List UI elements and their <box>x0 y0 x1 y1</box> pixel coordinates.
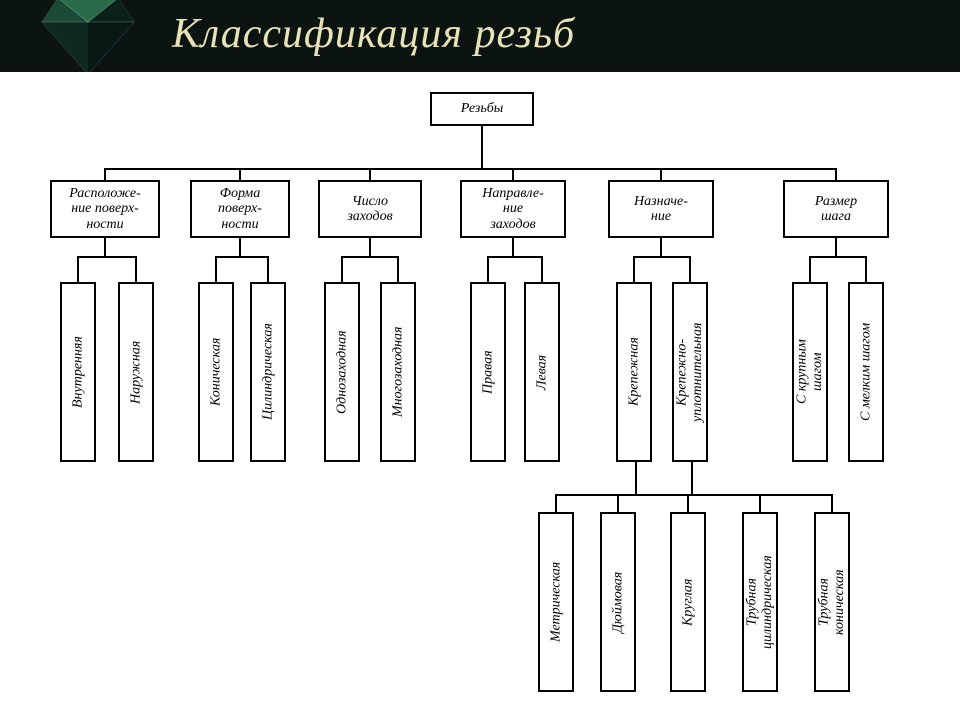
connector <box>835 238 837 256</box>
connector <box>555 494 833 496</box>
connector <box>341 256 343 282</box>
connector <box>512 168 514 180</box>
connector <box>687 494 689 512</box>
connector <box>835 168 837 180</box>
leaf-l51: С мелким шагом <box>848 282 884 462</box>
connector <box>487 256 489 282</box>
classification-tree: Резьбы Расположе- ние поверх- ности Внутре… <box>0 72 960 720</box>
connector <box>691 462 693 494</box>
subleaf-s0: Метрическая <box>538 512 574 692</box>
leaf-l20-label: Однозаходная <box>326 284 358 460</box>
connector <box>369 168 371 180</box>
leaf-l31-label: Левая <box>526 284 558 460</box>
connector <box>660 238 662 256</box>
leaf-l21: Многозаходная <box>380 282 416 462</box>
connector <box>541 256 543 282</box>
connector <box>555 494 557 512</box>
leaf-l10-label: Коническая <box>200 284 232 460</box>
leaf-l30: Правая <box>470 282 506 462</box>
connector <box>397 256 399 282</box>
connector <box>239 238 241 256</box>
connector <box>77 256 137 258</box>
connector <box>135 256 137 282</box>
category-c0: Расположе- ние поверх- ности <box>50 180 160 238</box>
connector <box>215 256 269 258</box>
leaf-l21-label: Многозаходная <box>382 284 414 460</box>
connector <box>369 238 371 256</box>
connector <box>633 256 691 258</box>
connector <box>809 256 811 282</box>
leaf-l50-label: С крупным шагом <box>794 284 826 460</box>
category-c4: Назначе- ние <box>608 180 714 238</box>
subleaf-s1-label: Дюймовая <box>602 514 634 690</box>
connector <box>104 168 106 180</box>
connector <box>104 238 106 256</box>
leaf-l01-label: Наружная <box>120 284 152 460</box>
connector <box>104 168 837 170</box>
subleaf-s3-label: Трубная цилиндрическая <box>744 514 776 690</box>
subleaf-s4: Трубная коническая <box>814 512 850 692</box>
subleaf-s3: Трубная цилиндрическая <box>742 512 778 692</box>
category-c2: Число заходов <box>318 180 422 238</box>
connector <box>759 494 761 512</box>
connector <box>617 494 619 512</box>
leaf-l41: Крепежно- уплотнительная <box>672 282 708 462</box>
leaf-l40-label: Крепежная <box>618 284 650 460</box>
leaf-l50: С крупным шагом <box>792 282 828 462</box>
subleaf-s1: Дюймовая <box>600 512 636 692</box>
connector <box>239 168 241 180</box>
leaf-l01: Наружная <box>118 282 154 462</box>
subleaf-s0-label: Метрическая <box>540 514 572 690</box>
subleaf-s2-label: Круглая <box>672 514 704 690</box>
leaf-l31: Левая <box>524 282 560 462</box>
decorative-gem-icon <box>28 0 148 78</box>
leaf-l00: Внутренняя <box>60 282 96 462</box>
connector <box>689 256 691 282</box>
slide-header: Классификация резьб <box>0 0 960 72</box>
connector <box>831 494 833 512</box>
connector <box>487 256 543 258</box>
connector <box>635 462 637 494</box>
connector <box>512 238 514 256</box>
leaf-l20: Однозаходная <box>324 282 360 462</box>
connector <box>809 256 867 258</box>
subleaf-s2: Круглая <box>670 512 706 692</box>
connector <box>865 256 867 282</box>
connector <box>77 256 79 282</box>
category-c5: Размер шага <box>783 180 889 238</box>
category-c1: Форма поверх- ности <box>190 180 290 238</box>
leaf-l11-label: Цилиндрическая <box>252 284 284 460</box>
connector <box>660 168 662 180</box>
leaf-l51-label: С мелким шагом <box>850 284 882 460</box>
leaf-l00-label: Внутренняя <box>62 284 94 460</box>
root-node: Резьбы <box>430 92 534 126</box>
leaf-l10: Коническая <box>198 282 234 462</box>
leaf-l11: Цилиндрическая <box>250 282 286 462</box>
connector <box>481 126 483 168</box>
connector <box>633 256 635 282</box>
leaf-l41-label: Крепежно- уплотнительная <box>674 284 706 460</box>
subleaf-s4-label: Трубная коническая <box>816 514 848 690</box>
leaf-l30-label: Правая <box>472 284 504 460</box>
connector <box>267 256 269 282</box>
leaf-l40: Крепежная <box>616 282 652 462</box>
slide-title: Классификация резьб <box>172 10 575 58</box>
connector <box>341 256 399 258</box>
connector <box>215 256 217 282</box>
category-c3: Направле- ние заходов <box>460 180 566 238</box>
